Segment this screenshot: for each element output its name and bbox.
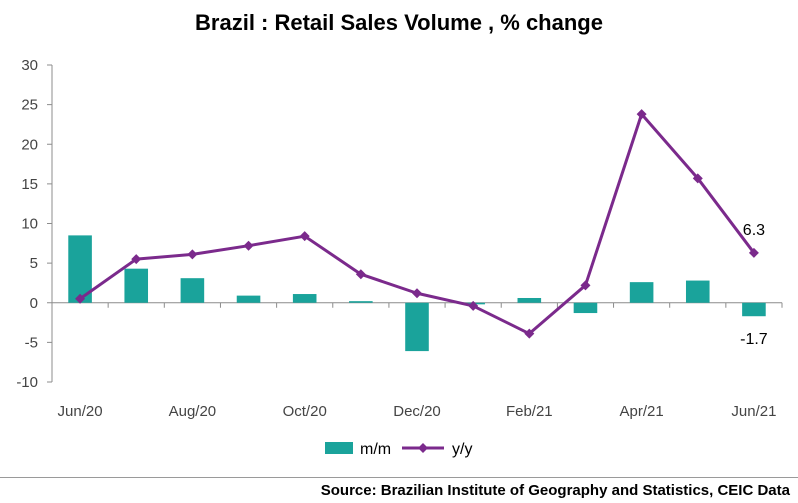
- point-yy: [524, 328, 535, 339]
- legend-label-yy: y/y: [452, 441, 472, 458]
- point-yy: [131, 254, 142, 265]
- y-tick-label: 20: [21, 136, 38, 153]
- point-yy: [636, 109, 647, 120]
- y-tick-label: 0: [30, 295, 38, 312]
- bar-mm: [236, 295, 261, 303]
- point-yy: [243, 240, 254, 251]
- point-yy: [75, 293, 86, 304]
- x-tick-label: Oct/20: [283, 403, 327, 420]
- y-tick-label: 15: [21, 176, 38, 193]
- legend-label-mm: m/m: [360, 441, 391, 458]
- y-tick-label: 30: [21, 57, 38, 74]
- x-tick-label: Jun/20: [58, 403, 103, 420]
- bar-mm: [68, 235, 92, 303]
- chart-title: Brazil : Retail Sales Volume , % change: [195, 10, 603, 35]
- y-tick-label: 25: [21, 97, 38, 114]
- bar-mm: [349, 301, 373, 303]
- point-yy: [299, 231, 310, 242]
- bar-mm: [742, 302, 766, 317]
- x-tick-label: Dec/20: [393, 403, 441, 420]
- y-tick-label: 5: [30, 255, 38, 272]
- bar-mm: [292, 294, 317, 303]
- data-label: 6.3: [743, 222, 765, 239]
- point-yy: [748, 247, 759, 258]
- chart-plot: -10 -5 0 5 10 15 20 25 30 Jun/20 Aug/20 Oct/20 Dec/2…: [16, 57, 783, 458]
- point-yy: [355, 269, 366, 280]
- line-series-yy: [75, 109, 759, 339]
- data-label: -1.7: [740, 331, 768, 348]
- bar-series-mm: [68, 235, 766, 352]
- y-tick-label: -10: [16, 374, 38, 391]
- x-tick-label: Jun/21: [731, 403, 776, 420]
- point-yy: [412, 288, 422, 299]
- point-yy: [580, 280, 591, 291]
- bar-mm: [685, 280, 710, 303]
- y-tick-label: 10: [21, 216, 38, 233]
- bar-mm: [180, 278, 205, 303]
- x-tick-label: Feb/21: [506, 403, 553, 420]
- source-note: Source: Brazilian Institute of Geography…: [320, 482, 790, 499]
- point-yy: [468, 300, 479, 311]
- point-yy: [692, 173, 703, 184]
- bar-mm: [405, 302, 429, 352]
- legend-marker-yy: [418, 443, 428, 453]
- y-tick-label: -5: [25, 334, 38, 351]
- bar-mm: [124, 268, 149, 303]
- bar-mm: [517, 297, 542, 303]
- bar-mm: [573, 302, 598, 314]
- tick-labels: -10 -5 0 5 10 15 20 25 30 Jun/20 Aug/20 Oct/20 Dec/2…: [16, 57, 776, 420]
- bar-mm: [629, 282, 654, 303]
- legend-swatch-mm: [325, 442, 353, 454]
- x-tick-label: Aug/20: [169, 403, 217, 420]
- legend: m/m y/y: [325, 441, 472, 458]
- data-labels: 6.3 -1.7: [740, 222, 768, 348]
- x-tick-label: Apr/21: [620, 403, 664, 420]
- point-yy: [187, 249, 198, 260]
- source-divider: [0, 477, 798, 478]
